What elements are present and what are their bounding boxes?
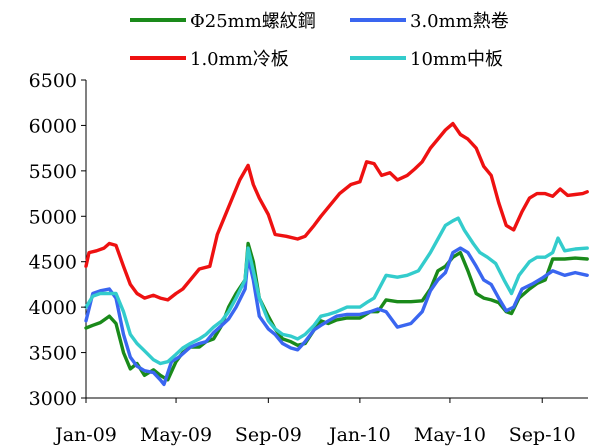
x-tick-label: Sep-09 — [235, 424, 302, 446]
y-tick-label: 6500 — [29, 70, 77, 92]
legend-label: 1.0mm冷板 — [190, 49, 289, 70]
series-line-2 — [84, 121, 589, 302]
x-tick-label: Sep-10 — [509, 424, 576, 446]
x-tick-label: May-10 — [414, 424, 486, 446]
series-lines — [84, 121, 589, 387]
legend-label: 3.0mm熱卷 — [410, 11, 509, 32]
y-tick-label: 3000 — [29, 388, 77, 410]
y-tick-label: 5000 — [29, 206, 77, 228]
series-line-1 — [84, 246, 589, 387]
legend-label: Φ25mm螺紋鋼 — [190, 11, 316, 32]
y-tick-label: 6000 — [29, 115, 77, 137]
plot-area — [84, 80, 589, 399]
y-tick-label: 4000 — [29, 297, 77, 319]
legend-label: 10mm中板 — [410, 49, 503, 70]
y-tick-label: 3500 — [29, 343, 77, 365]
series-line-3 — [84, 216, 589, 366]
y-tick-label: 5500 — [29, 161, 77, 183]
x-axis-ticks: Jan-09 May-09 Sep-09 Jan-10 May-10 Sep-10 — [53, 398, 576, 446]
x-tick-label: May-09 — [140, 424, 212, 446]
legend: Φ25mm螺紋鋼 3.0mm熱卷 1.0mm冷板 10mm中板 — [130, 11, 509, 70]
y-axis-ticks: 6500 6000 5500 5000 4500 4000 3500 3000 — [29, 70, 86, 410]
x-tick-label: Jan-10 — [327, 424, 391, 446]
x-tick-label: Jan-09 — [53, 424, 117, 446]
y-tick-label: 4500 — [29, 252, 77, 274]
